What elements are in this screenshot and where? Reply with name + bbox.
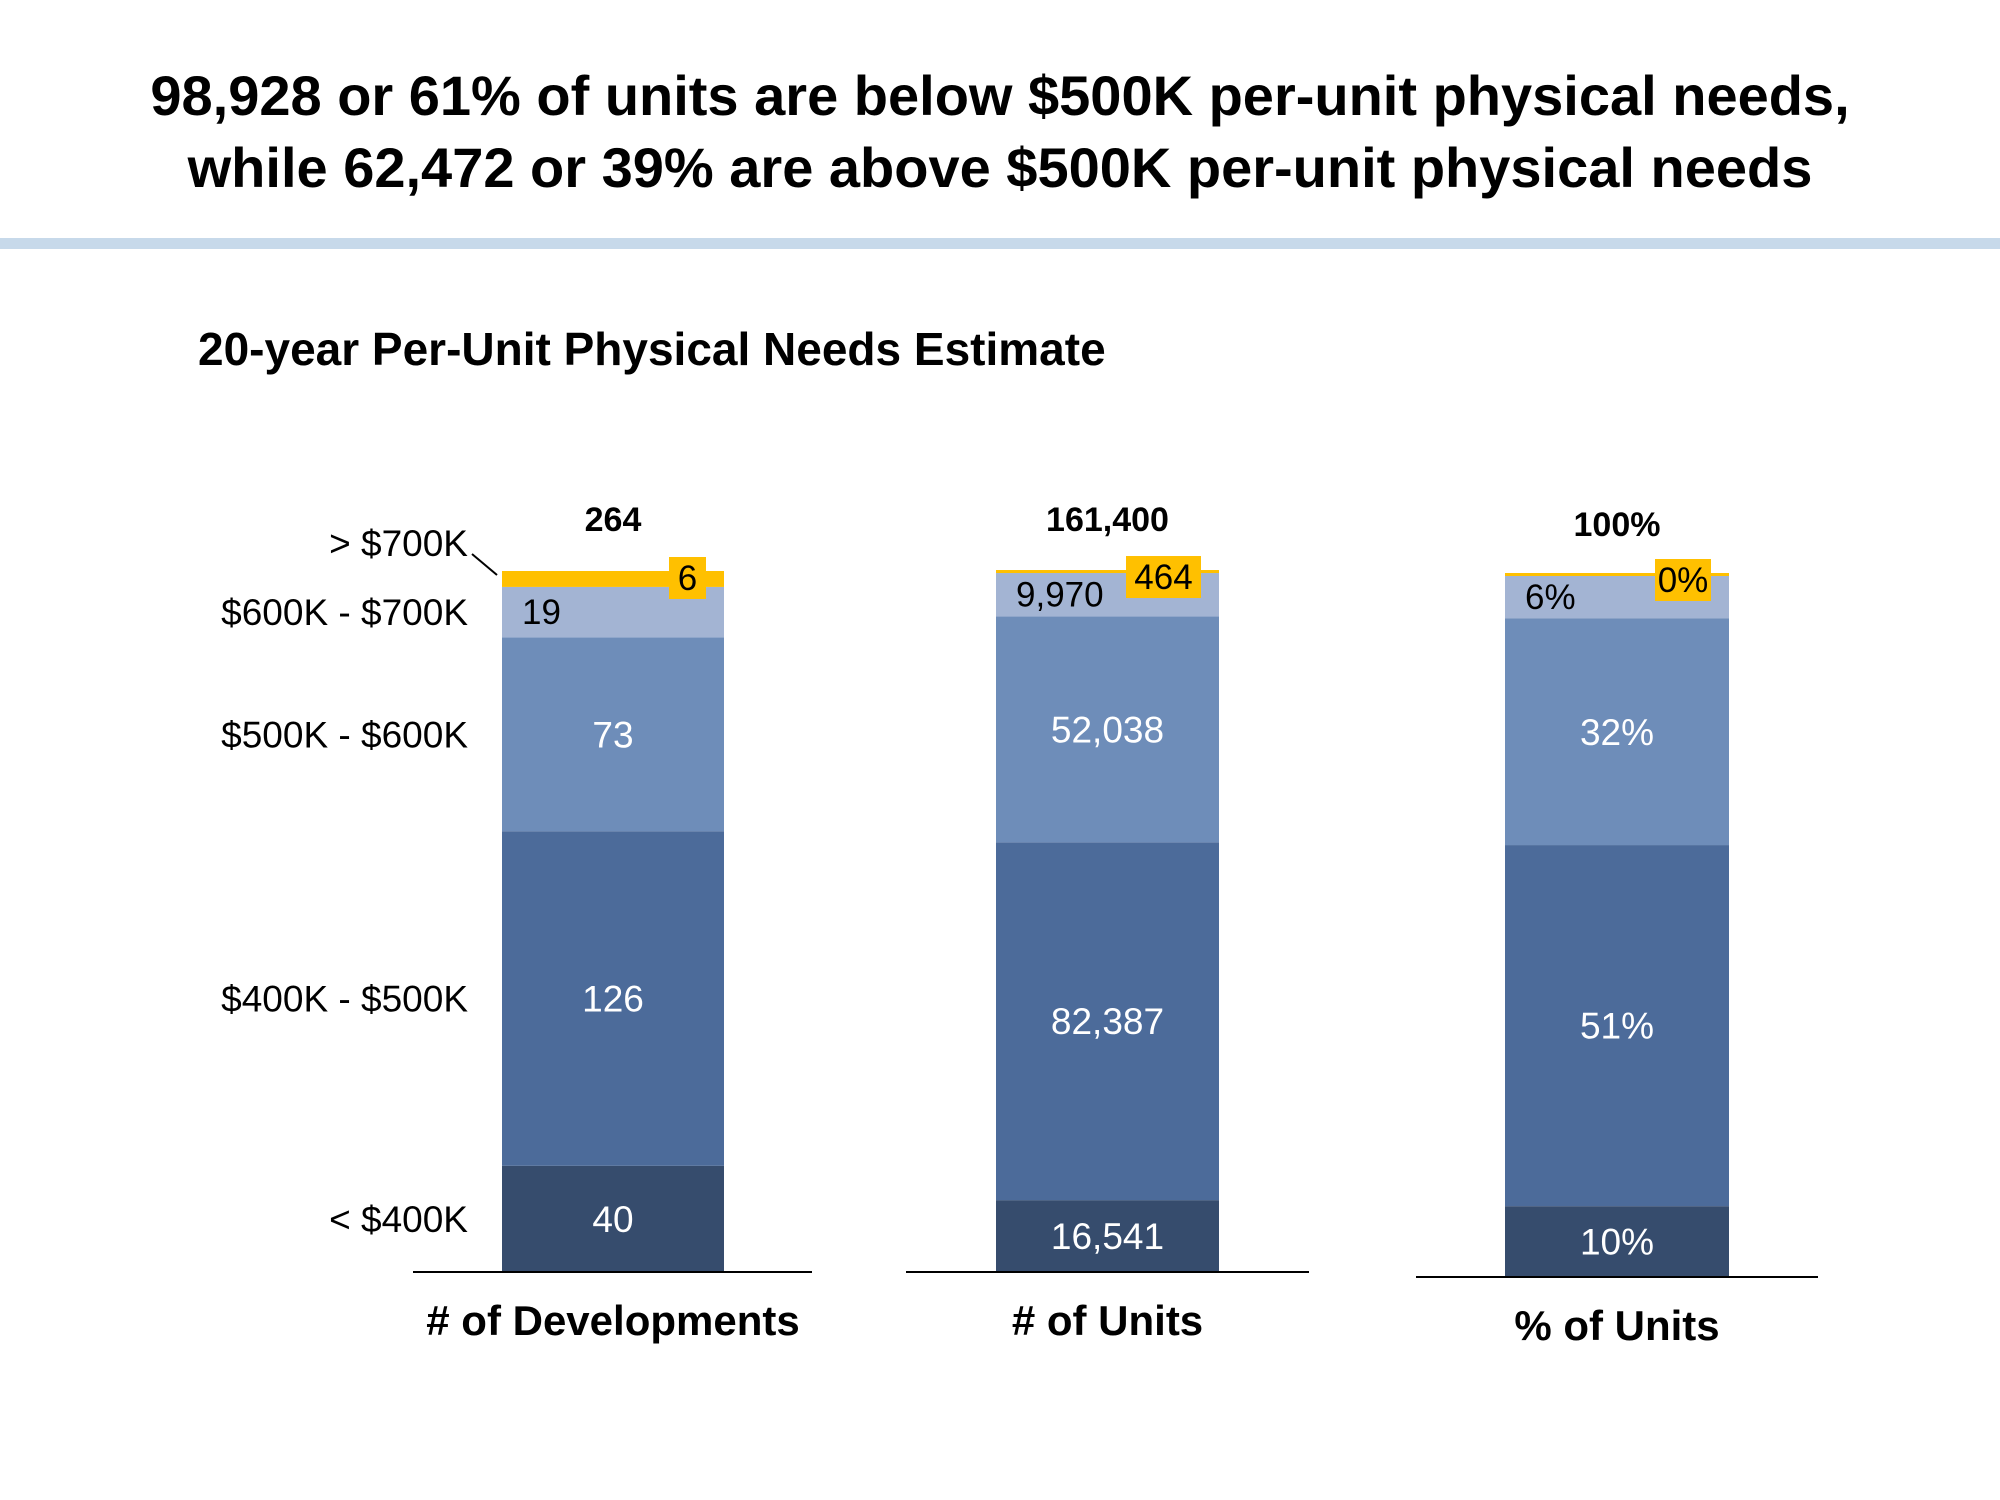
bar-1-segment-500to600	[502, 637, 724, 832]
bar-1-label-600to700: 19	[522, 593, 561, 632]
legend-label-600to700: $600K - $700K	[221, 592, 468, 633]
bar-2-segment-lt400	[996, 1200, 1219, 1272]
chart-subtitle: 20-year Per-Unit Physical Needs Estimate	[198, 323, 1106, 375]
bar-1-segment-lt400	[502, 1165, 724, 1272]
bar-1-label-400to500: 126	[582, 979, 644, 1020]
bar-2-label-gt700: 464	[1134, 558, 1192, 597]
bar-2-label-lt400: 16,541	[1051, 1216, 1164, 1257]
bar-1-label-box-gt700	[669, 557, 706, 599]
bar-1-total-label: 264	[585, 501, 642, 539]
bar-2-label-500to600: 52,038	[1051, 709, 1164, 750]
bar-1-segment-gt700	[502, 571, 724, 587]
bar-3-label-500to600: 32%	[1580, 712, 1654, 753]
bar-1-label-500to600: 73	[592, 714, 633, 755]
bar-3-label-box-gt700	[1655, 559, 1711, 601]
bar-3-segment-400to500	[1505, 845, 1729, 1207]
category-label-2: # of Units	[1012, 1297, 1203, 1344]
bar-2-label-400to500: 82,387	[1051, 1001, 1164, 1042]
bar-2-total-label: 161,400	[1046, 501, 1169, 539]
bar-1-segment-400to500	[502, 831, 724, 1166]
bar-2-segment-400to500	[996, 842, 1219, 1201]
legend-leader-line-gt700	[471, 553, 498, 576]
bar-3-label-lt400: 10%	[1580, 1222, 1654, 1263]
legend-label-lt400: < $400K	[329, 1199, 468, 1240]
bar-3-label-gt700: 0%	[1658, 561, 1709, 600]
headline: 98,928 or 61% of units are below $500K p…	[0, 60, 2000, 204]
bar-3-total-label: 100%	[1574, 506, 1661, 544]
divider-rule	[0, 238, 2000, 249]
bar-1-label-gt700: 6	[678, 559, 697, 598]
bar-3-label-600to700: 6%	[1525, 578, 1576, 617]
bar-2-segment-500to600	[996, 616, 1219, 843]
legend-label-gt700: > $700K	[329, 523, 468, 564]
headline-line-1: 98,928 or 61% of units are below $500K p…	[150, 64, 1850, 127]
bar-3-segment-500to600	[1505, 618, 1729, 846]
headline-line-2: while 62,472 or 39% are above $500K per-…	[187, 136, 1813, 199]
category-label-1: # of Developments	[426, 1297, 799, 1344]
bar-3-segment-gt700	[1505, 573, 1729, 576]
category-label-3: % of Units	[1514, 1302, 1719, 1349]
bar-2-label-600to700: 9,970	[1016, 576, 1104, 615]
bar-3-label-400to500: 51%	[1580, 1006, 1654, 1047]
bar-2-label-box-gt700	[1126, 556, 1201, 599]
bar-2-segment-gt700	[996, 570, 1219, 574]
bar-3-segment-lt400	[1505, 1206, 1729, 1277]
legend-label-400to500: $400K - $500K	[221, 979, 468, 1020]
bar-1-label-lt400: 40	[592, 1199, 633, 1240]
legend-label-500to600: $500K - $600K	[221, 714, 468, 755]
